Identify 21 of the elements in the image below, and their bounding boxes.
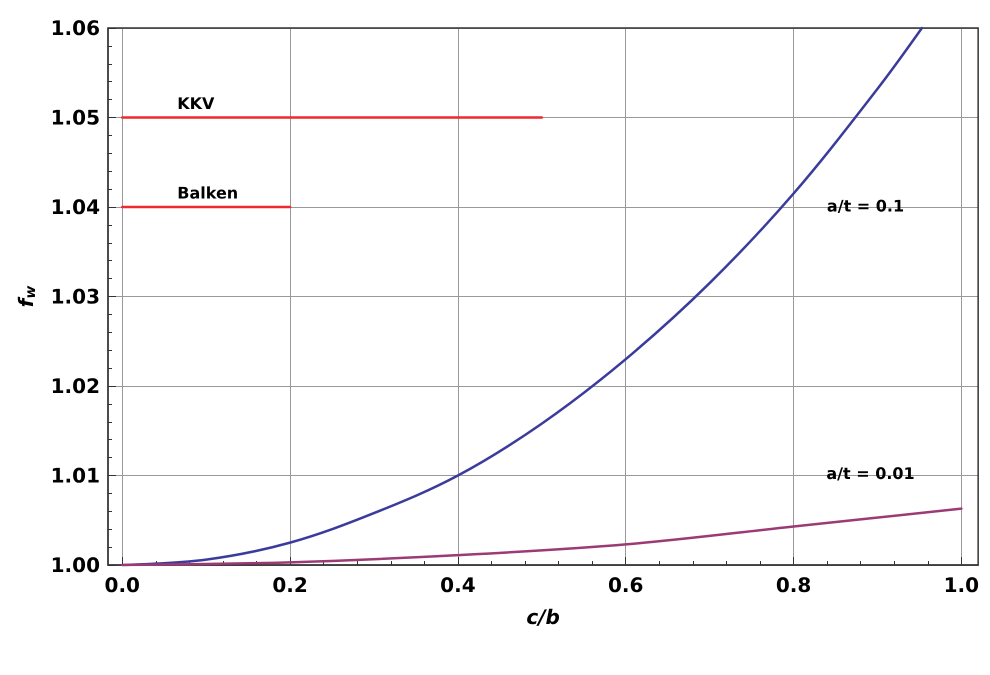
series-label: KKV [177, 94, 216, 113]
x-tick-label: 0.2 [272, 573, 308, 597]
y-tick-label: 1.00 [50, 553, 100, 577]
x-tick-label: 0.6 [608, 573, 644, 597]
x-tick-label: 0.4 [440, 573, 476, 597]
y-tick-label: 1.02 [50, 374, 100, 398]
x-tick-label: 0.0 [104, 573, 140, 597]
series-label: Balken [177, 184, 238, 202]
series-label: a/t = 0.1 [826, 196, 904, 216]
y-axis-title: fw [14, 286, 39, 308]
y-tick-label: 1.03 [50, 284, 100, 308]
y-tick-label: 1.05 [50, 106, 100, 130]
x-tick-label: 1.0 [944, 573, 980, 597]
y-tick-label: 1.04 [50, 195, 100, 219]
series-label: a/t = 0.01 [826, 464, 915, 484]
line-series [121, 26, 924, 566]
x-axis-title: c/b [526, 605, 560, 629]
y-tick-label: 1.01 [50, 464, 100, 488]
y-tick-label: 1.06 [50, 16, 100, 40]
line-series [121, 507, 963, 566]
x-tick-label: 0.8 [776, 573, 812, 597]
